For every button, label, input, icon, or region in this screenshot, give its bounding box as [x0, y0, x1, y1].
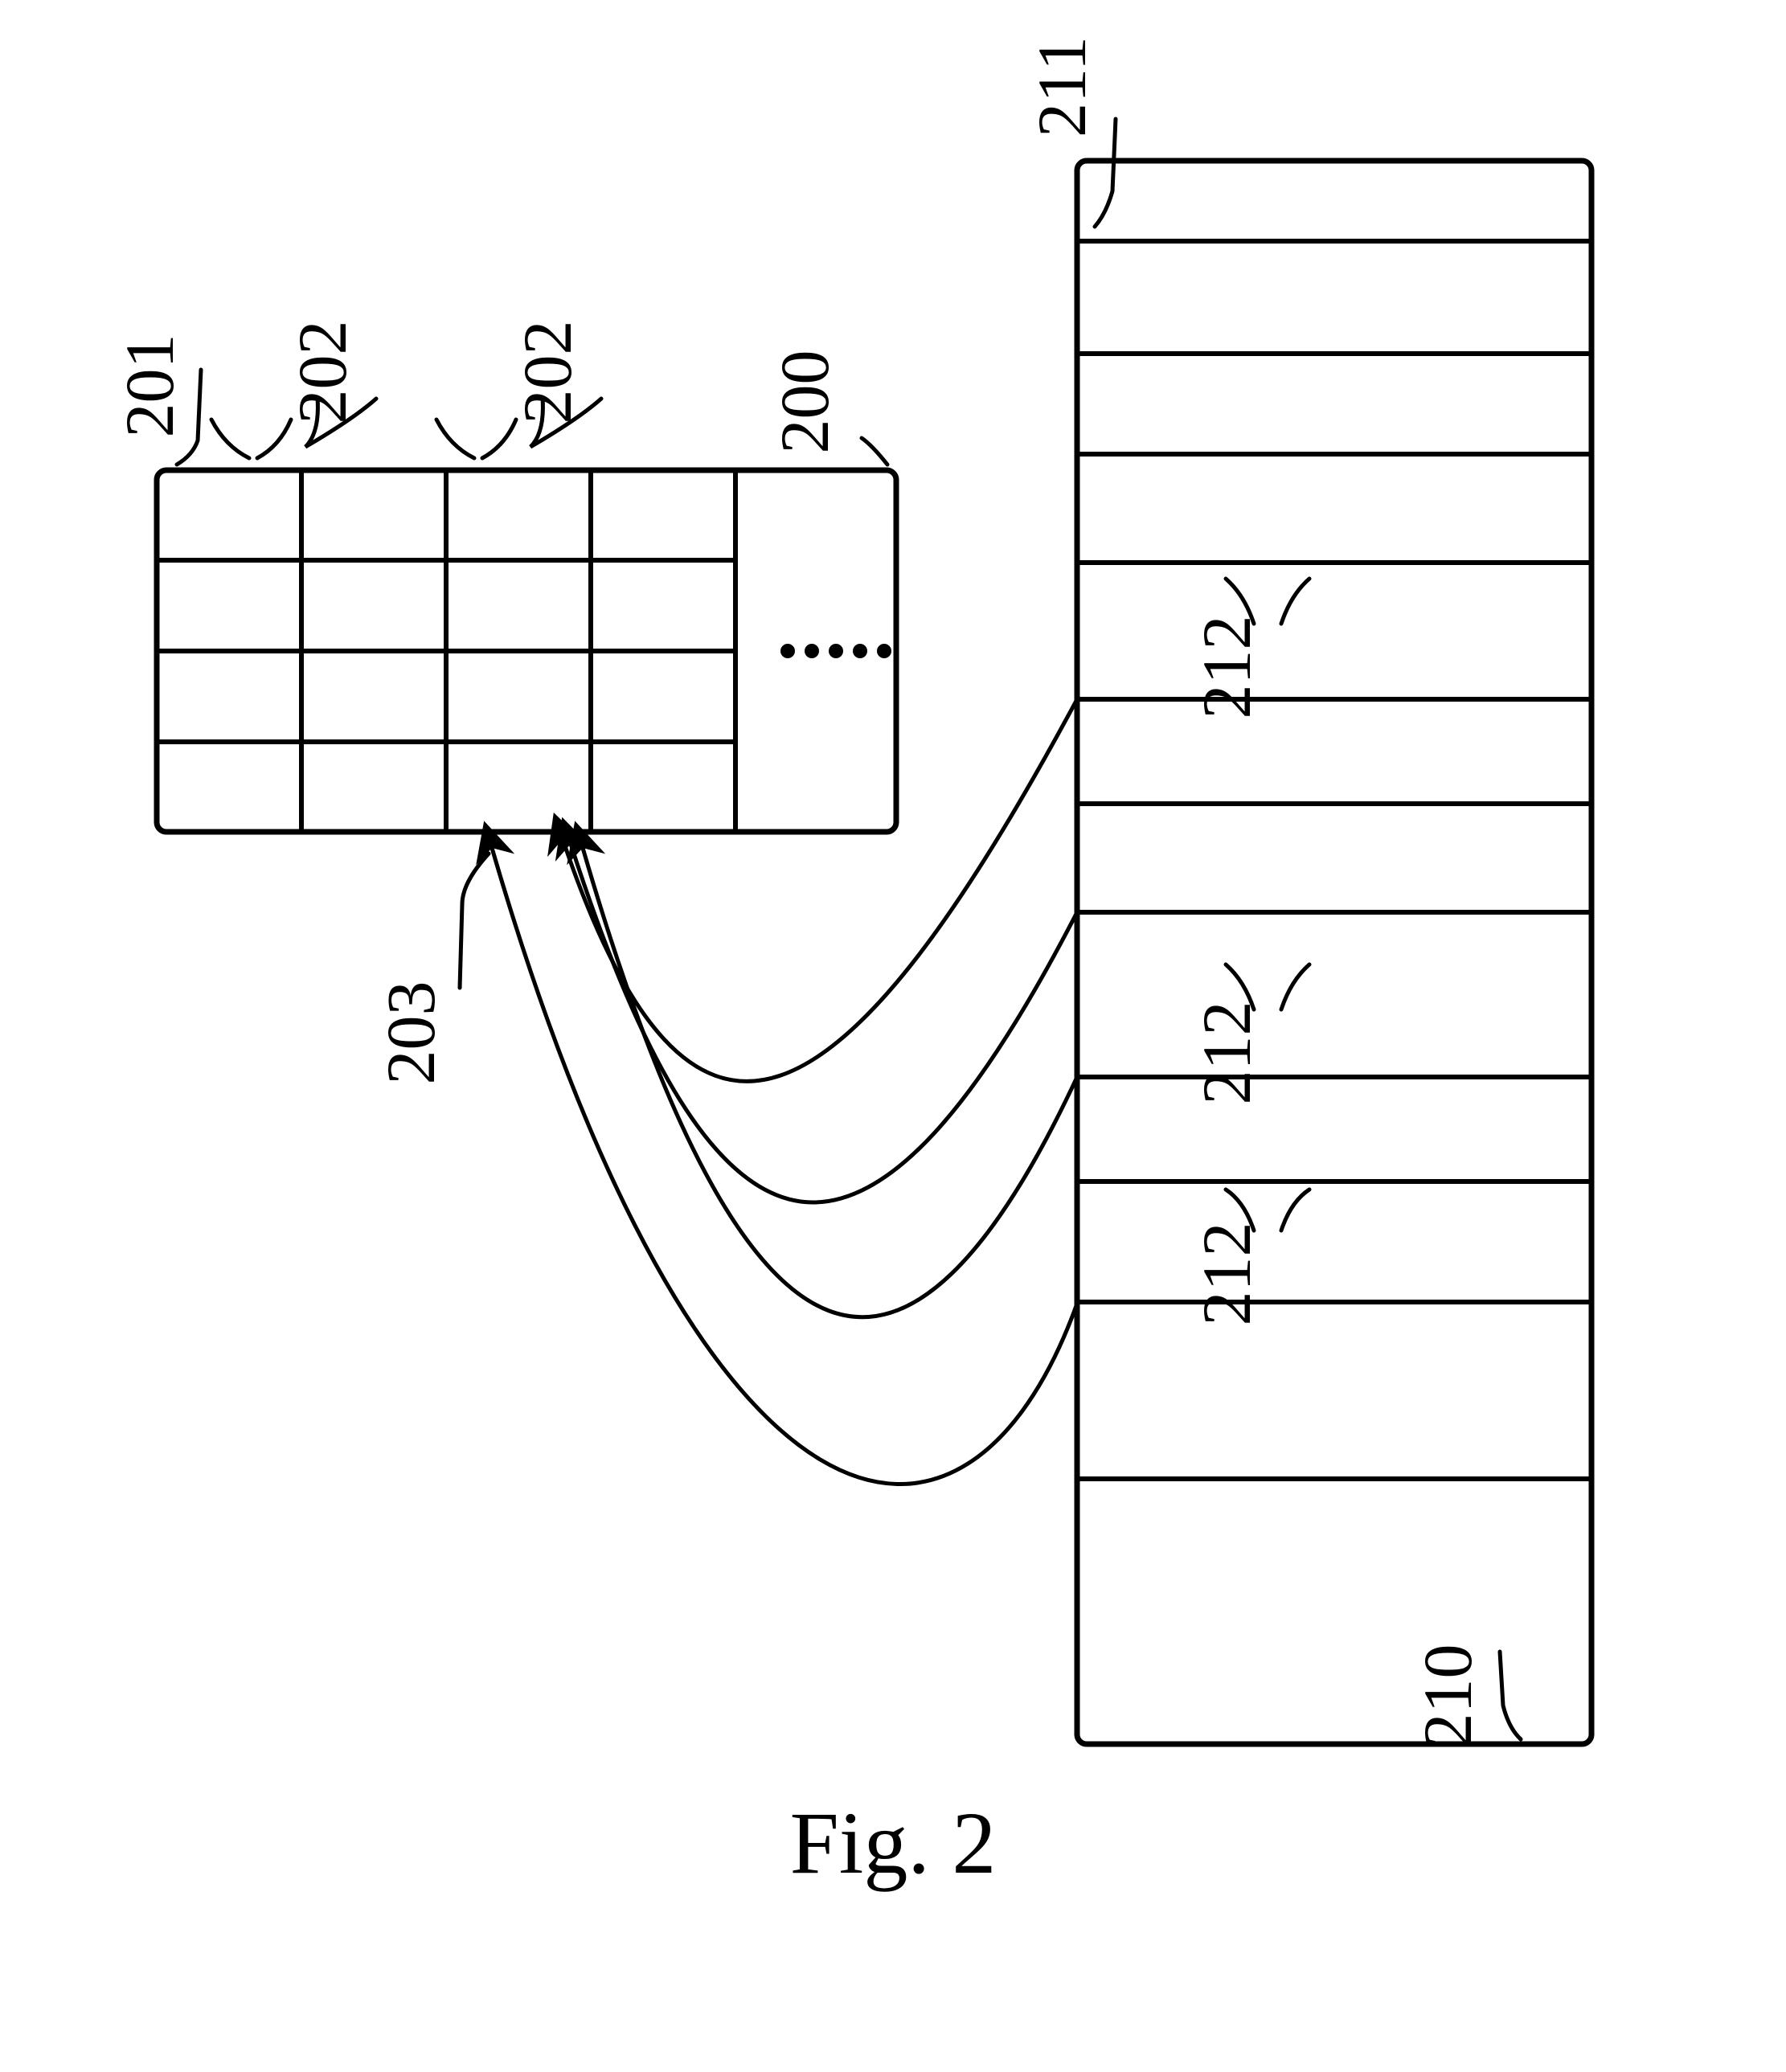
reference-label: 201: [111, 334, 188, 438]
leaders-layer: [177, 119, 1521, 1739]
mapping-arrow: [583, 848, 1077, 1317]
leader-line: [436, 420, 474, 458]
ellipsis-dot: [829, 644, 843, 658]
reference-label: 203: [372, 981, 449, 1085]
right-block: [1077, 161, 1591, 1744]
dots-layer: [780, 644, 891, 658]
reference-label: 202: [509, 321, 586, 424]
leader-line: [1281, 1190, 1309, 1231]
ellipsis-dot: [805, 644, 819, 658]
leader-line: [257, 420, 291, 458]
leader-line: [211, 420, 249, 458]
blocks-layer: [157, 161, 1591, 1744]
leader-line: [1281, 579, 1309, 624]
reference-label: 210: [1409, 1644, 1486, 1748]
labels-layer: 201 202 202 200 203 211 210 212 212 212: [111, 36, 1486, 1747]
reference-label: 212: [1188, 1222, 1265, 1326]
arrows-layer: [492, 699, 1077, 1484]
reference-label: 202: [284, 321, 361, 424]
leader-line: [460, 854, 489, 988]
reference-label: 212: [1188, 616, 1265, 719]
ellipsis-dot: [853, 644, 867, 658]
figure-caption: Fig. 2: [790, 1794, 997, 1892]
leader-line: [482, 420, 516, 458]
diagram-canvas: 201 202 202 200 203 211 210 212 212 212 Fig. 2: [0, 0, 1786, 2072]
leader-line: [862, 438, 887, 465]
reference-label: 200: [766, 350, 843, 454]
reference-label: 212: [1188, 1001, 1265, 1105]
reference-label: 211: [1023, 36, 1100, 137]
mapping-arrow: [492, 848, 1077, 1484]
leader-line: [1500, 1652, 1521, 1739]
mapping-arrow: [571, 844, 1077, 1202]
leader-line: [1281, 964, 1309, 1009]
ellipsis-dot: [877, 644, 891, 658]
ellipsis-dot: [780, 644, 795, 658]
